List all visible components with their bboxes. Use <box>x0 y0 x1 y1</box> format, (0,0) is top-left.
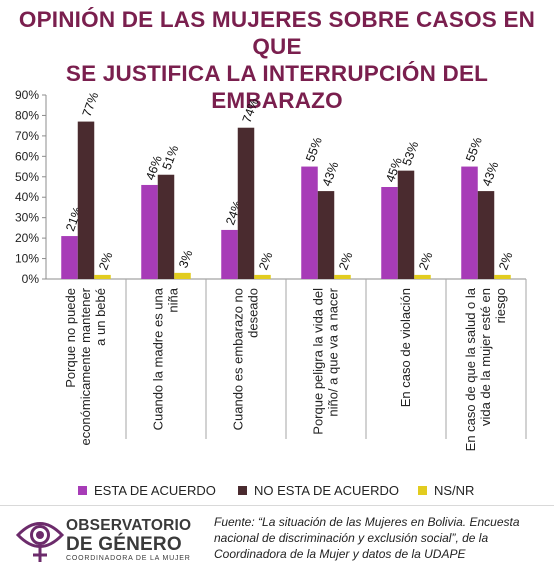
category-label: vida de la mujer esté en <box>478 288 493 426</box>
category-label: En caso de que la salud o la <box>463 287 478 451</box>
legend-swatch <box>78 486 87 495</box>
data-label: 2% <box>336 250 355 272</box>
y-tick-label: 40% <box>15 190 39 204</box>
category-label: Porque no puede <box>63 288 78 388</box>
bar <box>397 170 415 279</box>
bar <box>334 274 351 279</box>
bar <box>77 121 95 279</box>
bar <box>301 166 318 279</box>
logo-text-de-genero: DE GÉNERO <box>66 534 182 555</box>
y-tick-label: 10% <box>15 252 39 266</box>
legend-label: NO ESTA DE ACUERDO <box>254 483 399 498</box>
logo-text-coordinadora: COORDINADORA DE LA MUJER <box>66 555 191 562</box>
y-tick-label: 30% <box>15 211 39 225</box>
observatorio-eye-logo-icon <box>15 522 65 562</box>
category-label: Cuando es embarazo no <box>231 288 246 430</box>
data-label: 55% <box>463 135 485 163</box>
data-label: 2% <box>96 250 115 272</box>
legend: ESTA DE ACUERDO NO ESTA DE ACUERDO NS/NR <box>0 483 554 503</box>
y-tick-label: 20% <box>15 231 39 245</box>
category-label: niña <box>166 287 181 312</box>
bar <box>174 272 191 279</box>
category-label: deseado <box>246 288 261 338</box>
logo-text-observatorio: OBSERVATORIO <box>66 517 192 534</box>
y-tick-label: 70% <box>15 129 39 143</box>
bar <box>237 127 255 279</box>
data-label: 51% <box>160 143 182 171</box>
category-label: riesgo <box>493 288 508 323</box>
category-label: niño/ a que va a nacer <box>326 287 341 416</box>
bar <box>494 274 511 279</box>
data-label: 55% <box>303 135 325 163</box>
data-label: 53% <box>400 139 422 167</box>
y-tick-label: 60% <box>15 149 39 163</box>
legend-item: NO ESTA DE ACUERDO <box>238 483 399 498</box>
y-tick-label: 90% <box>15 88 39 102</box>
bar <box>61 236 78 279</box>
legend-item: ESTA DE ACUERDO <box>78 483 216 498</box>
legend-swatch <box>238 486 247 495</box>
y-tick-label: 80% <box>15 108 39 122</box>
bar <box>414 274 431 279</box>
bar <box>254 274 271 279</box>
bar <box>221 229 238 279</box>
title-line-1: OPINIÓN DE LAS MUJERES SOBRE CASOS EN QU… <box>18 7 536 59</box>
bar <box>381 187 398 279</box>
footer-divider <box>0 505 554 506</box>
bar-chart: 0%10%20%30%40%50%60%70%80%90%21%77%2%Por… <box>15 88 527 451</box>
bar <box>317 191 335 279</box>
data-label: 77% <box>80 90 102 118</box>
data-label: 43% <box>320 160 342 188</box>
category-label: a un bebé <box>93 288 108 346</box>
category-label: En caso de violación <box>398 288 413 407</box>
data-label: 43% <box>480 160 502 188</box>
legend-label: ESTA DE ACUERDO <box>94 483 216 498</box>
legend-swatch <box>418 486 427 495</box>
bar <box>141 184 158 279</box>
data-label: 2% <box>416 250 435 272</box>
legend-item: NS/NR <box>418 483 474 498</box>
chart-title: OPINIÓN DE LAS MUJERES SOBRE CASOS EN QU… <box>0 6 554 114</box>
bar <box>157 174 175 279</box>
data-label: 3% <box>176 248 195 270</box>
y-tick-label: 0% <box>22 272 40 286</box>
data-label: 2% <box>256 250 275 272</box>
data-label: 74% <box>240 96 262 124</box>
category-label: Porque peligra la vida del <box>311 288 326 435</box>
category-label: Cuando la madre es una <box>151 287 166 430</box>
legend-label: NS/NR <box>434 483 475 498</box>
title-line-2: SE JUSTIFICA LA INTERRUPCIÓN DEL EMBARAZ… <box>65 61 489 113</box>
source-note: Fuente: “La situación de las Mujeres en … <box>214 515 520 561</box>
data-label: 2% <box>496 250 515 272</box>
category-label: económicamente mantener <box>78 287 93 445</box>
y-tick-label: 50% <box>15 170 39 184</box>
bar <box>477 191 495 279</box>
bar <box>94 274 111 279</box>
bar <box>461 166 478 279</box>
